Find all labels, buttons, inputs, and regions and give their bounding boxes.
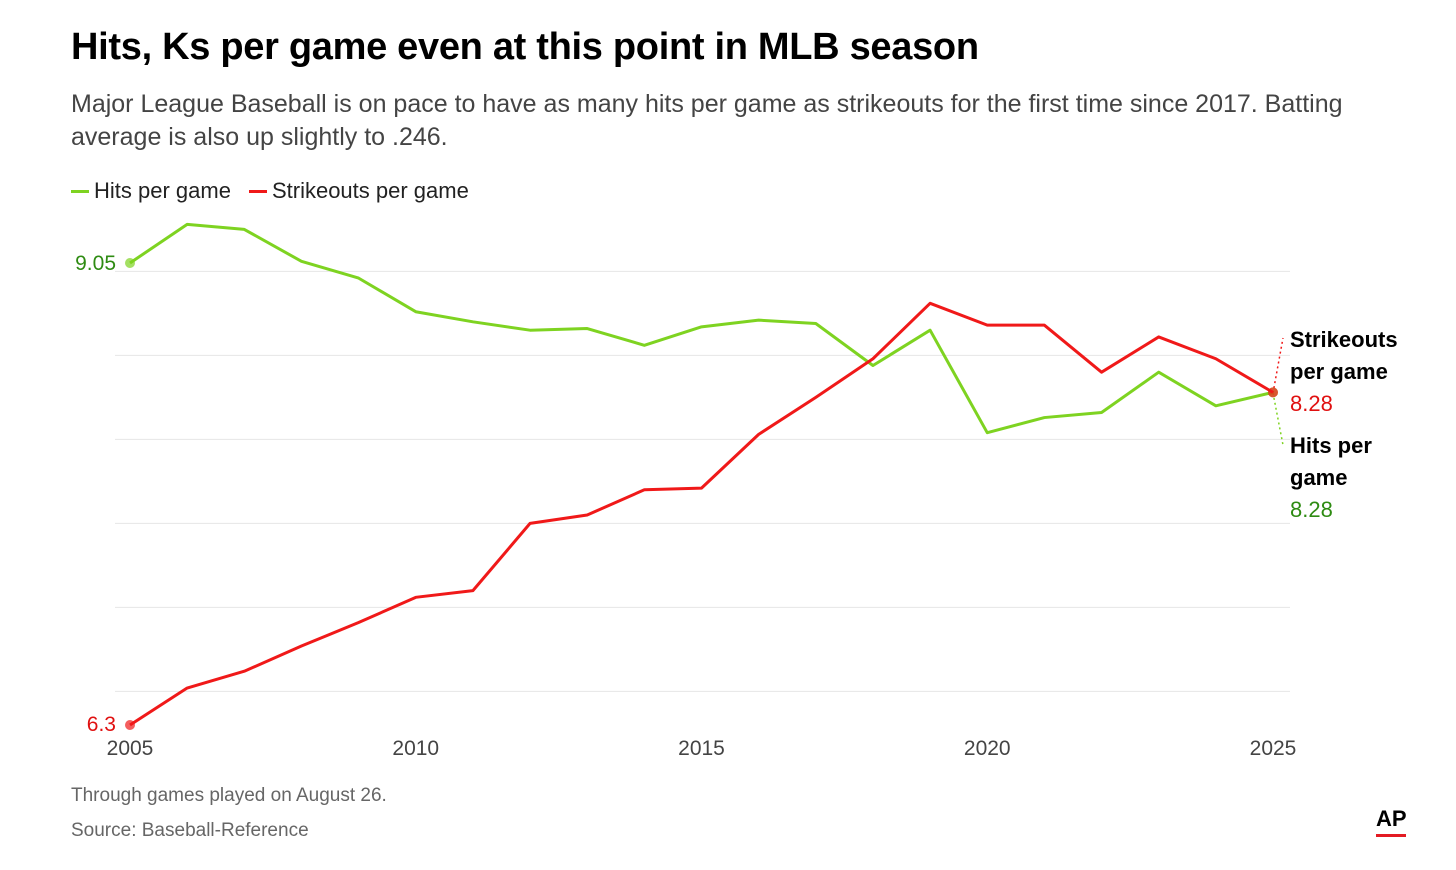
x-tick-label: 2015 [678,737,725,760]
legend-item-hits: Hits per game [71,178,231,204]
ap-logo: AP [1376,806,1407,831]
data-point-strikeouts [1268,387,1278,398]
chart-title: Hits, Ks per game even at this point in … [71,26,979,68]
x-tick-label: 2005 [107,737,154,760]
data-point-strikeouts [125,720,135,730]
end-label-hits: Hits per game 8.28 [1290,430,1430,526]
start-label-strikeouts: 6.3 [87,713,116,736]
data-point-hits [125,258,135,268]
source: Source: Baseball-Reference [71,820,309,841]
ap-logo-underline [1376,834,1406,837]
x-tick-label: 2020 [964,737,1011,760]
end-value-hits: 8.28 [1290,497,1333,522]
chart-subtitle: Major League Baseball is on pace to have… [71,90,1343,151]
end-label-strikeouts: Strikeouts per game 8.28 [1290,324,1430,420]
connector-hits [1272,392,1284,446]
footnote: Through games played on August 26. [71,785,387,806]
x-tick-label: 2025 [1250,737,1297,760]
series-line-strikeouts [129,301,1274,727]
legend-item-strikeouts: Strikeouts per game [248,178,469,204]
end-value-strikeouts: 8.28 [1290,391,1333,416]
end-label-strikeouts-line1: Strikeouts [1290,327,1398,352]
legend-swatch-hits [71,189,89,193]
legend-label-hits: Hits per game [94,178,231,203]
legend: Hits per game Strikeouts per game [71,178,469,204]
legend-label-strikeouts: Strikeouts per game [271,178,469,203]
x-tick-label: 2010 [392,737,439,760]
end-label-hits-line1: Hits per [1290,433,1372,458]
connector-strikeouts [1272,337,1284,394]
end-label-hits-line2: game [1290,465,1348,490]
legend-swatch-strikeouts [248,189,267,193]
series-line-hits [129,222,1274,435]
end-label-strikeouts-line2: per game [1290,359,1388,384]
start-label-hits: 9.05 [75,252,116,275]
